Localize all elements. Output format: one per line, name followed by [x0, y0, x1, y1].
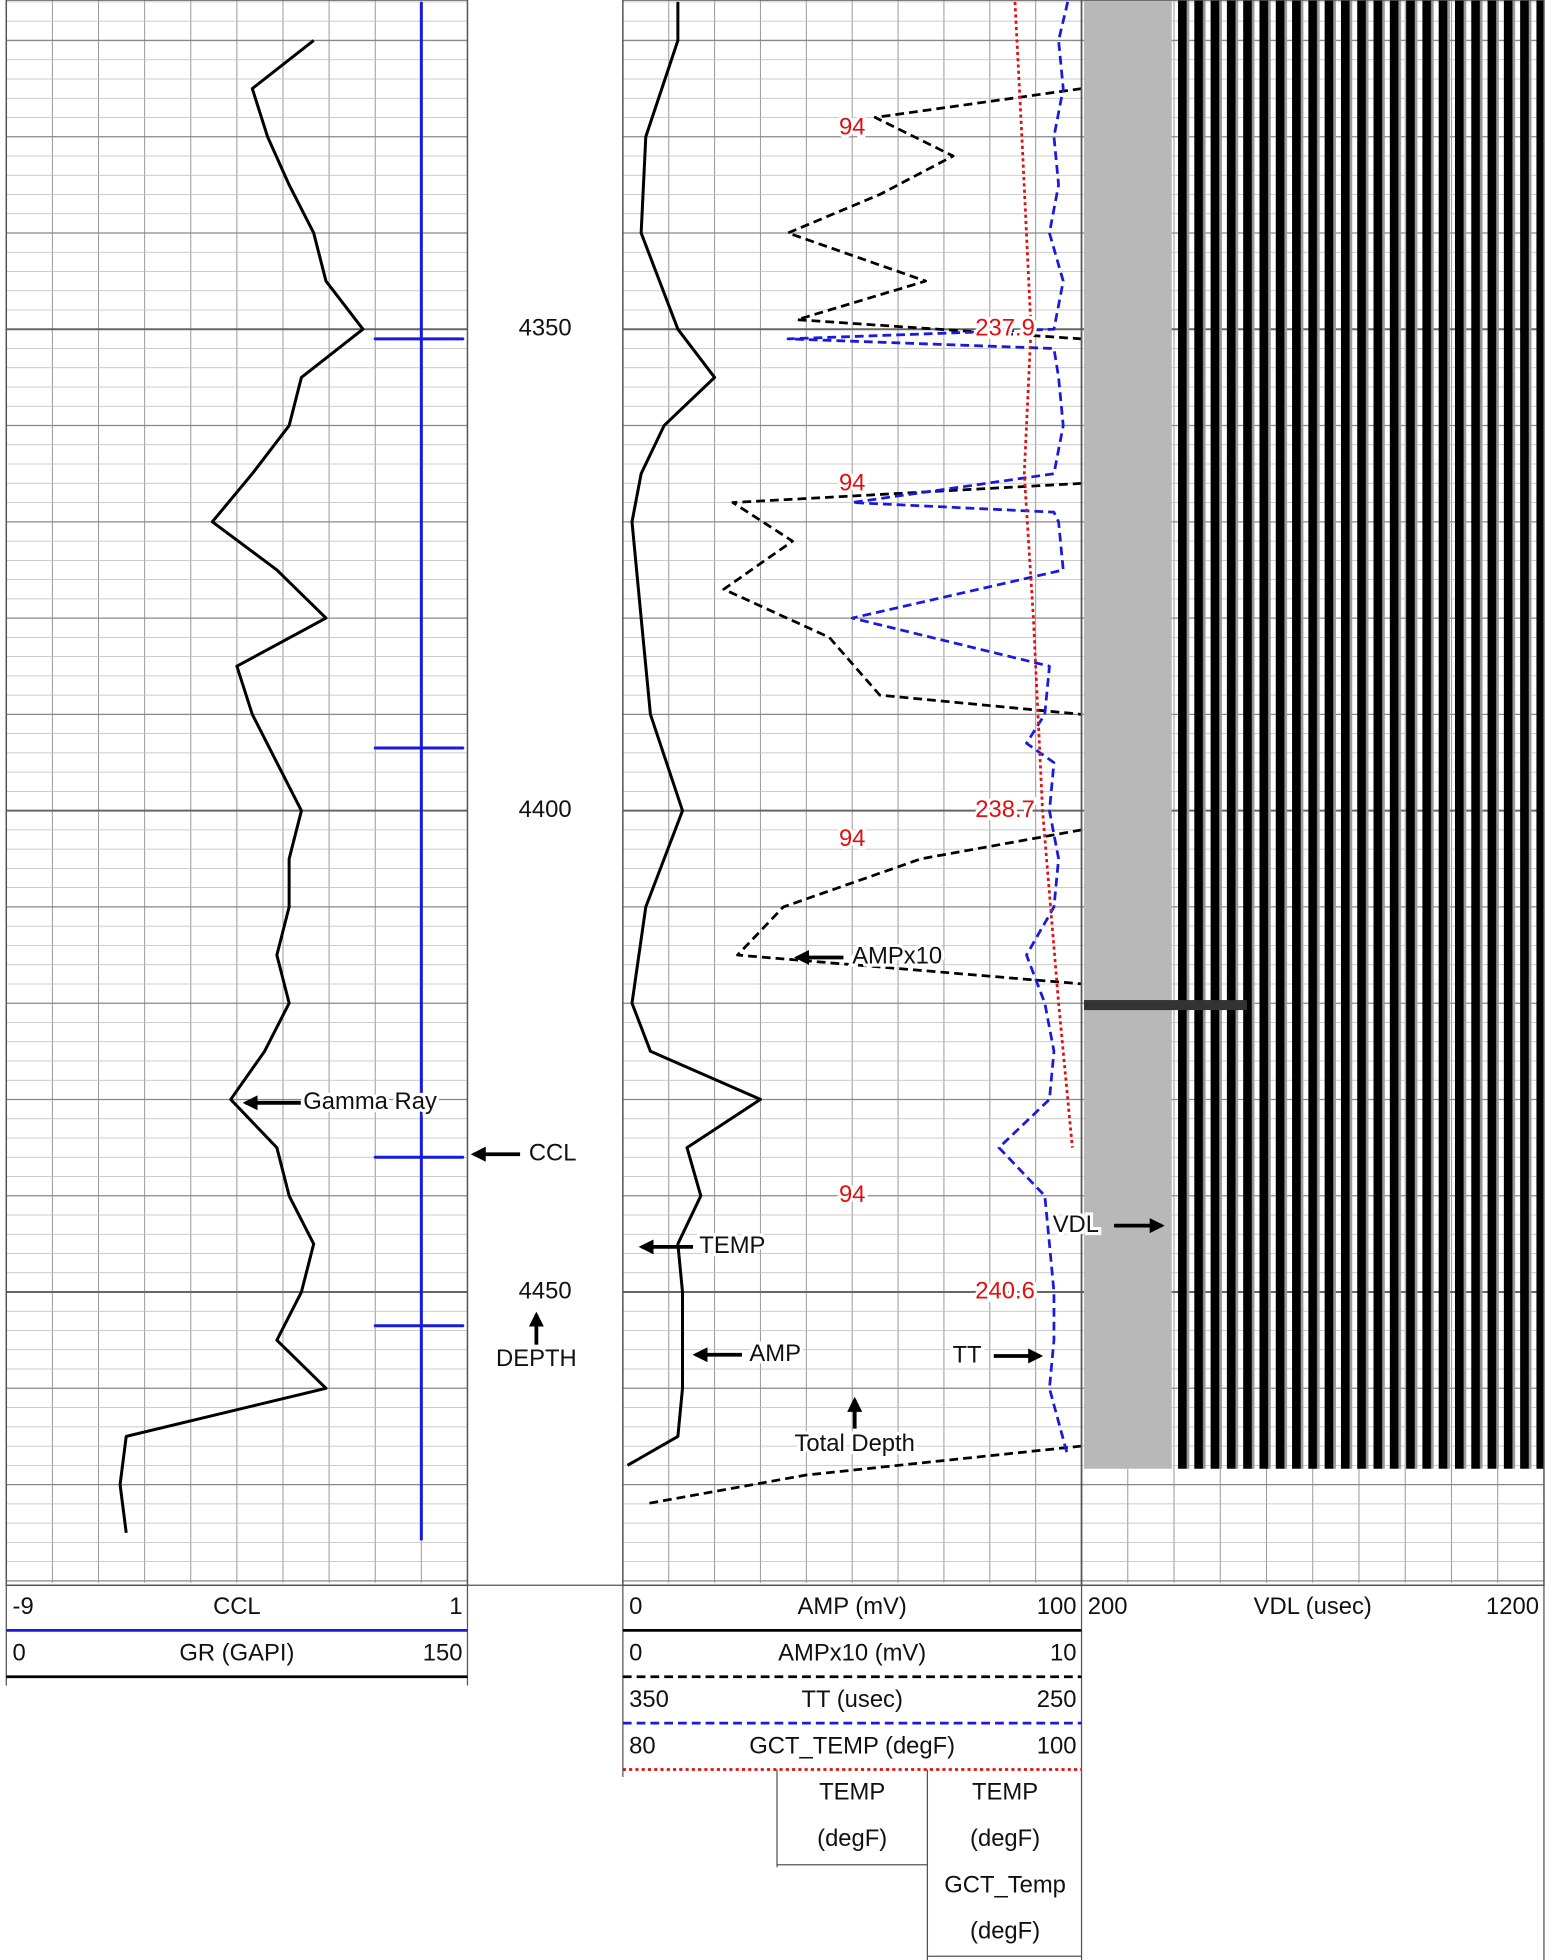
readout: 240.6: [975, 1277, 1035, 1304]
depth-label: DEPTH: [496, 1345, 577, 1372]
scale-max: 150: [423, 1640, 463, 1667]
scale-min: 0: [629, 1640, 642, 1667]
scale-max: 100: [1037, 1732, 1077, 1759]
temp-header-name: TEMP: [819, 1779, 885, 1806]
depth-tick-label: 4350: [519, 315, 572, 342]
log-curve: [118, 39, 365, 1533]
curves: [118, 1, 1082, 1541]
readout: 94: [839, 113, 865, 140]
annotation: AMPx10: [852, 943, 942, 970]
temp-header-name: GCT_Temp: [944, 1871, 1066, 1898]
vdl-image: [1084, 0, 1544, 1469]
annotation: VDL: [1053, 1211, 1099, 1238]
log-curve: [722, 481, 1082, 716]
temp-header-name: TEMP: [972, 1779, 1038, 1806]
readout: 238.7: [975, 796, 1035, 823]
depth-tick-label: 4450: [519, 1277, 572, 1304]
log-curve: [373, 1, 465, 1541]
curve-name: AMP (mV): [798, 1593, 907, 1620]
annotation: AMP: [749, 1340, 801, 1367]
depth-tick-label: 4400: [519, 796, 572, 823]
temp-header-unit: (degF): [970, 1918, 1040, 1945]
scale-max: 250: [1037, 1686, 1077, 1713]
readout: 94: [839, 1181, 865, 1208]
readout: 94: [839, 825, 865, 852]
annotation: Total Depth: [795, 1430, 915, 1457]
log-curve: [736, 828, 1082, 986]
scale-max: 10: [1050, 1640, 1076, 1667]
temp-header-unit: (degF): [817, 1825, 887, 1852]
log-curve: [786, 1, 1070, 1457]
log-curve: [786, 87, 1082, 341]
scale-min: -9: [13, 1593, 34, 1620]
scale-min: 350: [629, 1686, 669, 1713]
vdl-gray-band: [1084, 0, 1172, 1469]
curve-name: GCT_TEMP (degF): [749, 1732, 955, 1759]
vdl-stripes: [1178, 0, 1544, 1469]
scale-min: 0: [629, 1593, 642, 1620]
annotation: TEMP: [699, 1232, 765, 1259]
annotation: Gamma Ray: [303, 1088, 437, 1115]
curve-name: AMPx10 (mV): [778, 1640, 926, 1667]
readout: 94: [839, 470, 865, 497]
labels: Gamma Ray CCL AMPx10 TEMP AMP TT VDL DEP…: [6, 110, 1539, 1945]
frames: [5, 0, 1545, 1960]
scale-min: 0: [13, 1640, 26, 1667]
scale-max: 100: [1037, 1593, 1077, 1620]
scale-max: 1: [449, 1593, 462, 1620]
curve-name: CCL: [213, 1593, 261, 1620]
vdl-break: [1084, 1000, 1247, 1011]
curve-name: TT (usec): [802, 1686, 903, 1713]
scale-min: 200: [1088, 1593, 1128, 1620]
log-curve: [626, 1, 762, 1467]
annotation: TT: [952, 1341, 981, 1368]
log-curve: [645, 1444, 1082, 1506]
annotation: CCL: [529, 1139, 577, 1166]
readout: 237.9: [975, 315, 1035, 342]
curve-name: VDL (usec): [1254, 1593, 1372, 1620]
temp-header-unit: (degF): [970, 1825, 1040, 1852]
scale-min: 80: [629, 1732, 655, 1759]
curve-name: GR (GAPI): [179, 1640, 294, 1667]
scale-max: 1200: [1486, 1593, 1539, 1620]
